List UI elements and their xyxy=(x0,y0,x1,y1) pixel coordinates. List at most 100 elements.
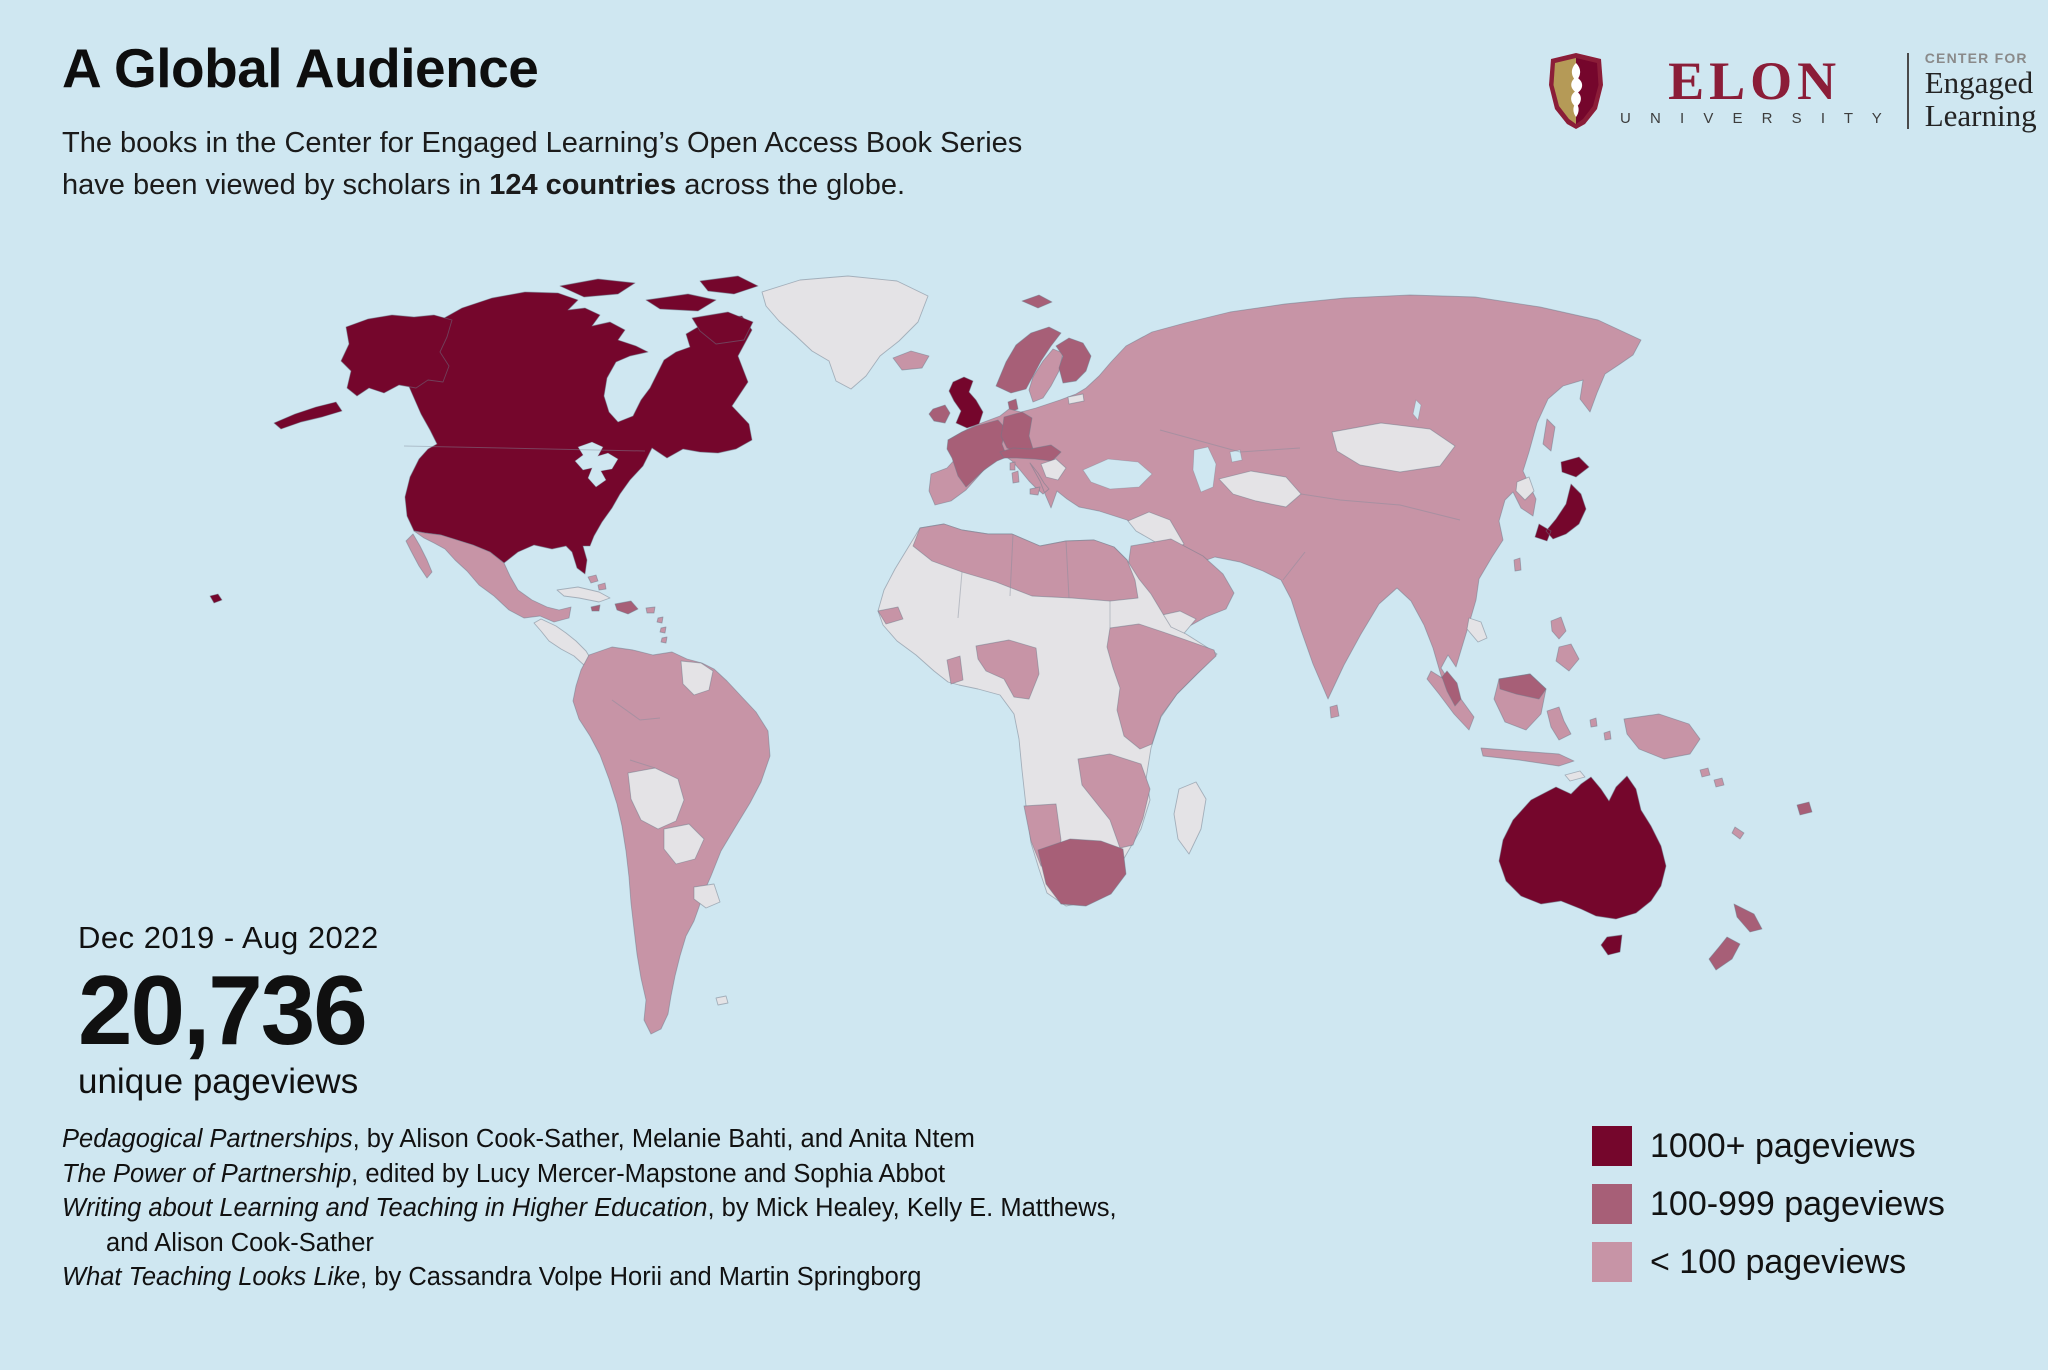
region-mongolia xyxy=(1331,422,1456,473)
region-cuba xyxy=(556,586,611,603)
black-sea xyxy=(1082,458,1153,490)
lake-baikal xyxy=(1412,399,1422,421)
region-sulawesi xyxy=(1546,706,1572,741)
region-iceland xyxy=(892,350,930,371)
region-new-caledonia xyxy=(1731,826,1745,840)
region-malaysia-borneo xyxy=(1498,673,1547,700)
elon-shield-icon xyxy=(1549,53,1603,129)
south-america-internal-borders xyxy=(611,699,661,769)
oak-leaf-icon xyxy=(1571,63,1583,117)
region-ghana xyxy=(946,655,964,685)
learning-label: Learning xyxy=(1924,98,2037,133)
book-title: The Power of Partnership xyxy=(62,1159,352,1188)
africa-internal-borders xyxy=(957,533,1111,628)
region-svalbard xyxy=(1021,294,1053,309)
region-taiwan xyxy=(1513,557,1522,572)
center-for-engaged-learning: CENTER FOR Engaged Learning xyxy=(1925,50,2037,132)
region-hawaii xyxy=(209,593,223,604)
legend-row-mid: 100-999 pageviews xyxy=(1592,1184,1945,1224)
region-puerto-rico xyxy=(645,606,656,614)
region-east-africa xyxy=(1106,623,1217,750)
legend-label-high: 1000+ pageviews xyxy=(1650,1126,1916,1165)
region-norway xyxy=(995,326,1062,394)
elon-wordmark: ELON U N I V E R S I T Y xyxy=(1620,51,1890,127)
engaged-label: Engaged xyxy=(1924,65,2034,100)
region-sweden xyxy=(1028,348,1064,403)
region-southeast-africa xyxy=(1077,753,1151,849)
region-timor xyxy=(1564,770,1586,782)
pageviews-value: 20,736 xyxy=(78,955,368,1065)
logo-divider xyxy=(1907,53,1909,129)
region-japan xyxy=(1534,456,1590,542)
region-philippines xyxy=(1550,616,1580,672)
region-lesser-antilles xyxy=(656,616,668,644)
region-nigeria-cameroon xyxy=(975,639,1040,700)
legend-row-low: < 100 pageviews xyxy=(1592,1242,1945,1282)
region-sakhalin xyxy=(1542,418,1556,452)
book-authors-continued: and Alison Cook-Sather xyxy=(106,1228,374,1257)
region-arctic-islands xyxy=(559,275,759,345)
map-legend: 1000+ pageviews 100-999 pageviews < 100 … xyxy=(1592,1126,1945,1282)
region-greenland xyxy=(761,275,929,390)
region-sri-lanka xyxy=(1329,704,1340,719)
region-south-africa xyxy=(1037,838,1127,907)
us-canada-border xyxy=(403,445,646,452)
legend-label-mid: 100-999 pageviews xyxy=(1650,1184,1945,1223)
region-java xyxy=(1480,747,1575,767)
region-guianas xyxy=(680,660,714,696)
book-authors: , by Cassandra Volpe Horii and Martin Sp… xyxy=(360,1263,922,1291)
book-line-2: The Power of Partnership, edited by Lucy… xyxy=(62,1157,1117,1192)
subtitle-line2-pre: have been viewed by scholars in xyxy=(62,169,490,201)
stats-block: Dec 2019 - Aug 2022 20,736 unique pagevi… xyxy=(78,920,379,1102)
asia-internal-borders xyxy=(1159,429,1461,581)
legend-swatch-high xyxy=(1592,1126,1632,1166)
region-new-zealand xyxy=(1708,903,1763,971)
region-baja-california xyxy=(405,533,433,579)
center-for-label: CENTER FOR xyxy=(1924,50,2028,66)
region-canada-us xyxy=(397,291,753,575)
region-malaysia-peninsula xyxy=(1441,670,1462,707)
book-list: Pedagogical Partnerships, by Alison Cook… xyxy=(62,1122,1117,1295)
region-north-africa xyxy=(912,523,1139,602)
book-line-3: Writing about Learning and Teaching in H… xyxy=(62,1191,1117,1226)
book-title: What Teaching Looks Like xyxy=(62,1263,361,1291)
region-central-asia xyxy=(1218,470,1302,508)
legend-row-high: 1000+ pageviews xyxy=(1592,1126,1945,1166)
subtitle-line2-post: across the globe. xyxy=(676,169,906,201)
region-paraguay xyxy=(663,823,705,865)
region-bahamas xyxy=(587,574,607,591)
region-falkland-islands xyxy=(715,995,729,1006)
aral-sea xyxy=(1229,449,1243,463)
book-line-4: What Teaching Looks Like, by Cassandra V… xyxy=(62,1260,1117,1295)
caspian-sea xyxy=(1192,446,1217,493)
region-madagascar xyxy=(1173,781,1207,855)
elon-logo: ELON U N I V E R S I T Y CENTER FOR Enga… xyxy=(1546,50,2037,132)
region-sardinia xyxy=(1011,470,1020,484)
legend-label-low: < 100 pageviews xyxy=(1650,1242,1907,1281)
region-balkans xyxy=(1040,458,1067,481)
region-central-america xyxy=(533,618,593,667)
region-jamaica xyxy=(590,604,601,612)
legend-swatch-mid xyxy=(1592,1184,1632,1224)
region-latvia xyxy=(1067,393,1085,405)
region-fiji xyxy=(1796,801,1813,816)
pageviews-label: unique pageviews xyxy=(78,1062,359,1101)
book-authors: , by Alison Cook-Sather, Melanie Bahti, … xyxy=(352,1125,975,1153)
region-corsica xyxy=(1009,461,1016,471)
book-line-1: Pedagogical Partnerships, by Alison Cook… xyxy=(62,1122,1117,1157)
book-line-3-continued: and Alison Cook-Sather xyxy=(62,1226,1117,1261)
region-alaska xyxy=(273,314,453,430)
region-laos xyxy=(1466,617,1488,643)
region-senegal xyxy=(877,606,904,625)
elon-text: ELON xyxy=(1668,51,1842,111)
subtitle: The books in the Center for Engaged Lear… xyxy=(62,122,1022,206)
region-bolivia xyxy=(627,767,685,830)
great-lakes xyxy=(574,441,619,488)
book-title: Pedagogical Partnerships xyxy=(62,1125,353,1153)
region-austria-hungary xyxy=(999,444,1062,462)
subtitle-line1: The books in the Center for Engaged Lear… xyxy=(62,127,1023,159)
university-text: U N I V E R S I T Y xyxy=(1620,110,1890,127)
book-authors: , by Mick Healey, Kelly E. Matthews, xyxy=(707,1194,1117,1222)
